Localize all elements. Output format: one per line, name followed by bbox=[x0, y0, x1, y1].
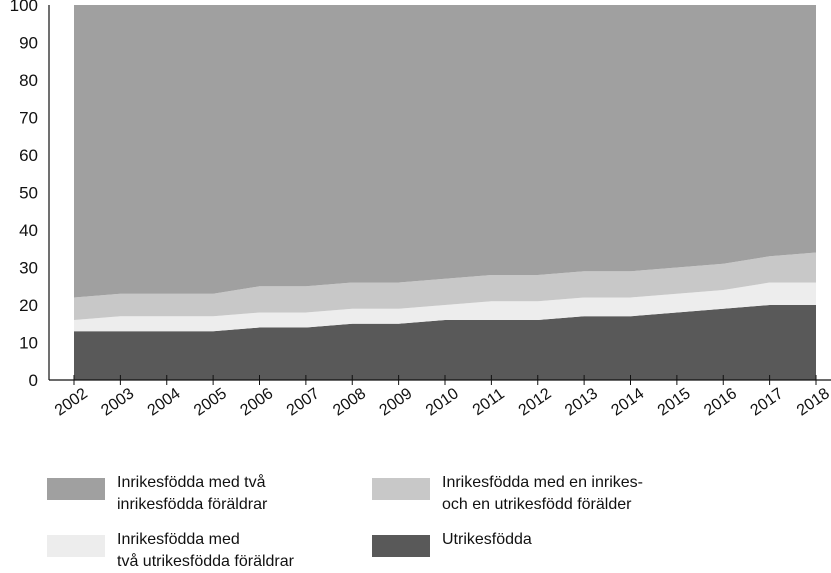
x-tick-label: 2010 bbox=[423, 385, 462, 419]
y-tick-label: 60 bbox=[19, 146, 38, 165]
x-tick-label: 2006 bbox=[237, 385, 276, 419]
y-tick-label: 90 bbox=[19, 34, 38, 53]
x-tick-label: 2003 bbox=[98, 385, 137, 419]
x-tick-label: 2004 bbox=[145, 385, 184, 419]
x-tick-label: 2005 bbox=[191, 385, 230, 419]
x-tick-label: 2007 bbox=[284, 385, 323, 419]
y-tick-label: 0 bbox=[29, 371, 38, 390]
x-tick-label: 2016 bbox=[701, 385, 740, 419]
y-tick-label: 20 bbox=[19, 296, 38, 315]
x-tick-label: 2009 bbox=[377, 385, 416, 419]
x-tick-label: 2002 bbox=[52, 385, 91, 419]
x-tick-label: 2015 bbox=[655, 385, 694, 419]
x-tick-label: 2018 bbox=[794, 385, 831, 419]
x-tick-label: 2012 bbox=[516, 385, 555, 419]
area-tva_utrikes bbox=[74, 282, 816, 332]
x-tick-label: 2013 bbox=[562, 385, 601, 419]
y-tick-label: 80 bbox=[19, 71, 38, 90]
y-tick-label: 100 bbox=[10, 0, 38, 15]
x-tick-label: 2014 bbox=[608, 385, 647, 419]
x-tick-label: 2008 bbox=[330, 385, 369, 419]
y-tick-label: 50 bbox=[19, 184, 38, 203]
y-tick-label: 10 bbox=[19, 334, 38, 353]
x-tick-label: 2017 bbox=[748, 385, 787, 419]
x-tick-label: 2011 bbox=[470, 385, 508, 419]
area-utrikes bbox=[74, 305, 816, 380]
area-tva_inrikes bbox=[74, 5, 816, 298]
y-tick-label: 40 bbox=[19, 221, 38, 240]
y-tick-label: 70 bbox=[19, 109, 38, 128]
y-tick-label: 30 bbox=[19, 259, 38, 278]
area-en_utrikes bbox=[74, 252, 816, 320]
